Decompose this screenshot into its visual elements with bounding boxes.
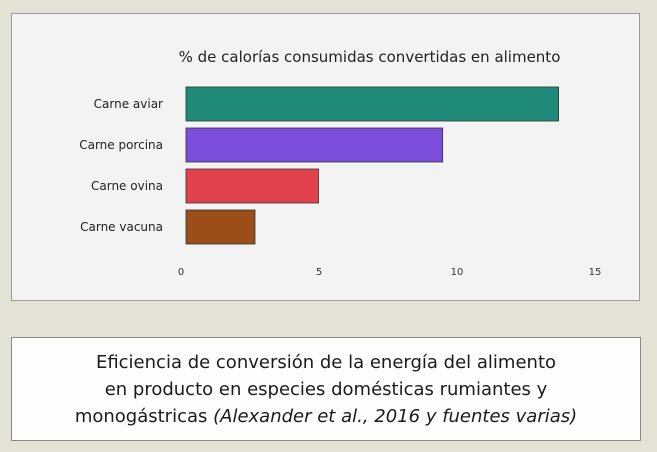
category-label: Carne ovina [91,179,163,193]
bar-chart: Carne aviar Carne porcina Carne ovina Carne… [79,86,602,278]
bar-carne-ovina [185,168,319,204]
category-label: Carne vacuna [80,220,163,234]
caption-box: Eficiencia de conversión de la energía d… [11,337,641,441]
category-label: Carne porcina [79,138,163,152]
x-tick-label: 10 [451,267,464,278]
caption-line-3-text: monogástricas [74,405,214,427]
bar-carne-porcina [185,127,444,163]
chart-title: % de calorías consumidas convertidas en … [178,48,561,66]
bar-carne-aviar [185,86,560,122]
caption-line-2: en producto en especies domésticas rumia… [104,378,548,400]
caption-line-3: monogástricas (Alexander et al., 2016 y … [75,403,577,430]
x-tick-label: 15 [589,267,602,278]
caption-citation: (Alexander et al., 2016 y fuentes varias… [213,405,578,427]
chart-panel: % de calorías consumidas convertidas en … [11,13,640,301]
x-tick-label: 0 [178,267,184,278]
category-label: Carne aviar [94,97,163,111]
x-tick-label: 5 [316,267,322,278]
caption-line-1: Eficiencia de conversión de la energía d… [95,351,557,373]
bar-carne-vacuna [185,209,256,245]
